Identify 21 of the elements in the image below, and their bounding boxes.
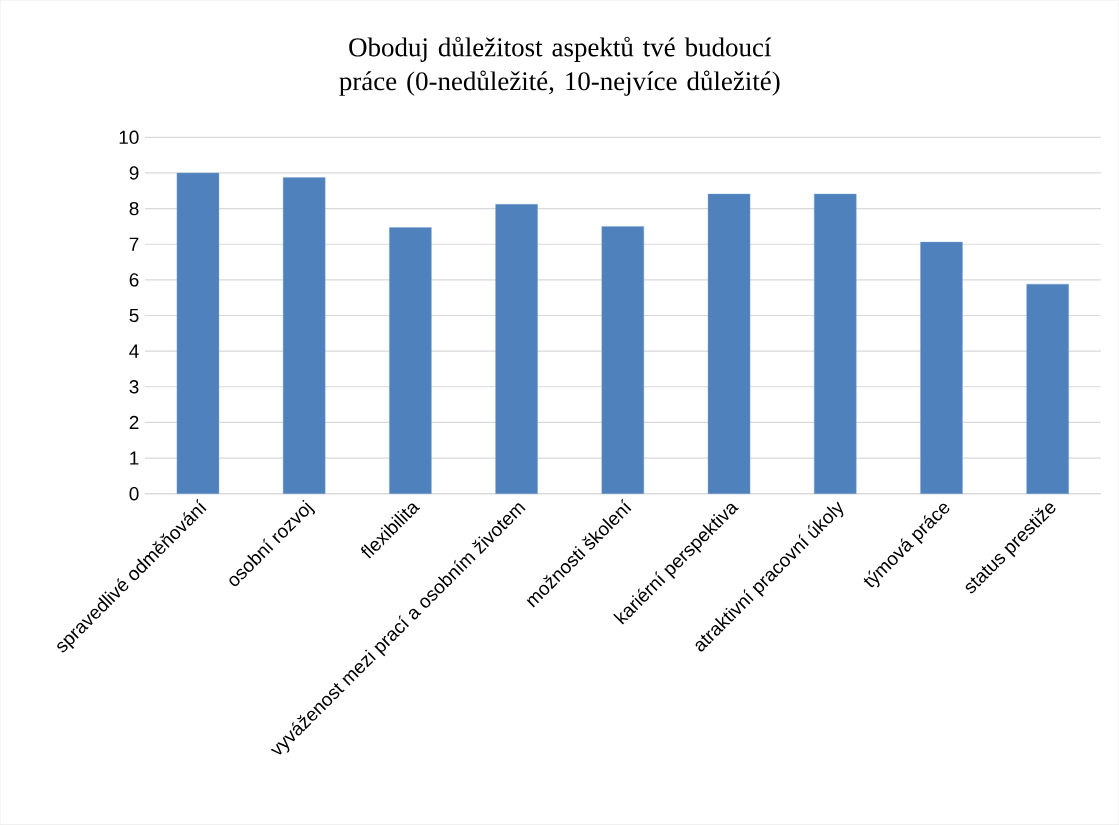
y-tick-label: 1	[130, 451, 139, 465]
bar	[282, 177, 326, 495]
y-tick-label: 10	[119, 130, 139, 145]
bar	[601, 226, 645, 495]
y-tick-label: 4	[129, 344, 139, 358]
bar	[495, 204, 538, 495]
y-tick-label: 2	[129, 415, 139, 430]
y-tick-label: 9	[129, 166, 139, 180]
y-tick-label: 3	[129, 380, 139, 394]
y-tick-label: 8	[129, 202, 139, 216]
bar	[176, 172, 220, 495]
bar	[814, 193, 857, 495]
y-tick-label: 7	[129, 237, 139, 251]
bar	[389, 227, 432, 495]
bar	[707, 193, 751, 495]
bar	[1026, 284, 1069, 495]
y-tick-label: 0	[129, 487, 139, 501]
bar	[920, 242, 963, 495]
y-tick-label: 6	[129, 273, 139, 287]
y-tick-label: 5	[129, 309, 139, 323]
chart-title: Oboduj důležitost aspektů tvé budoucí práce (0-nedůležité, 10-nejvíce důležité)	[339, 36, 780, 96]
